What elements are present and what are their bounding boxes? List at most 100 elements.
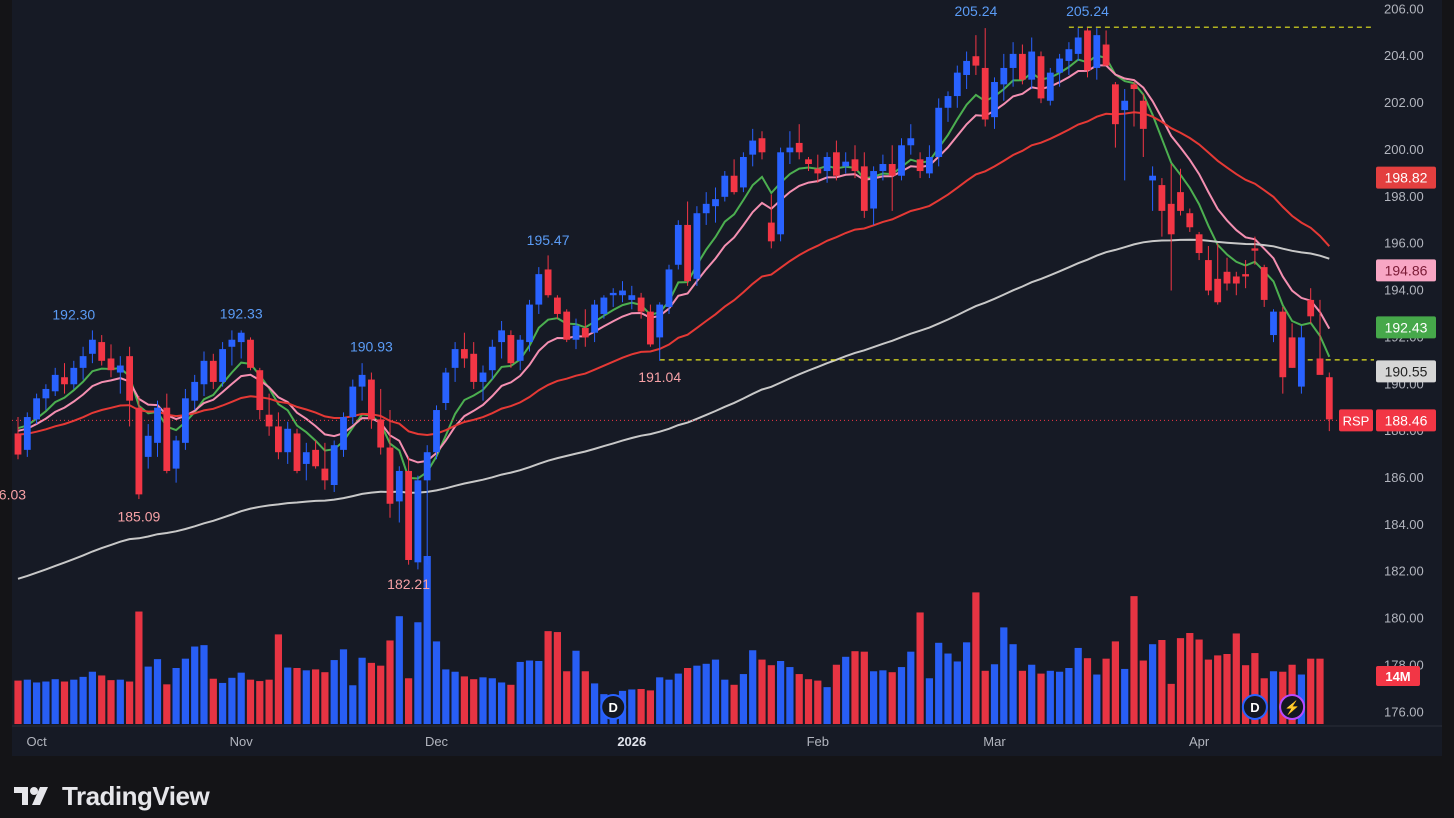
volume-bar bbox=[963, 642, 971, 724]
dividend-marker[interactable]: D bbox=[600, 694, 627, 720]
candle-body bbox=[284, 428, 292, 453]
candle bbox=[1232, 271, 1240, 296]
candle-body bbox=[79, 356, 87, 368]
volume-bar bbox=[116, 679, 124, 724]
candle bbox=[312, 440, 319, 469]
volume-bar bbox=[1102, 658, 1110, 724]
moving-average-lines bbox=[17, 54, 1331, 580]
volume-bar bbox=[1279, 671, 1287, 724]
candle bbox=[1000, 53, 1008, 101]
candle-body bbox=[51, 374, 59, 392]
candle-body bbox=[795, 142, 803, 153]
candle-body bbox=[591, 304, 598, 333]
candle-body bbox=[461, 349, 468, 359]
volume-bar bbox=[51, 679, 59, 724]
time-tick-label: Feb bbox=[807, 734, 829, 749]
candle-body bbox=[433, 410, 440, 453]
candle bbox=[1065, 42, 1073, 75]
candle bbox=[647, 304, 654, 347]
volume-bar bbox=[135, 611, 143, 724]
volume-bar bbox=[88, 671, 96, 724]
volume-bar bbox=[507, 684, 515, 724]
volume-bar bbox=[1065, 668, 1073, 724]
volume-bar bbox=[842, 656, 850, 724]
volume-bar bbox=[684, 668, 692, 724]
candle-body bbox=[749, 140, 757, 155]
moving-average-50-badge: 198.82 bbox=[1376, 166, 1436, 189]
volume-bar bbox=[14, 680, 22, 724]
volume-bar bbox=[1093, 674, 1101, 724]
volume-bar bbox=[1316, 658, 1324, 724]
time-axis-ticks: Oct Nov Dec 2026 Feb Mar Apr bbox=[26, 734, 1209, 749]
candle-body bbox=[656, 304, 664, 338]
candle-body bbox=[1065, 49, 1073, 61]
candle bbox=[1214, 243, 1222, 305]
event-marker[interactable]: ⚡ bbox=[1279, 694, 1306, 720]
volume-bar bbox=[377, 665, 385, 724]
volume-bar bbox=[265, 679, 273, 724]
candle bbox=[1307, 288, 1315, 324]
candle-body bbox=[637, 297, 645, 312]
candle bbox=[182, 388, 189, 450]
candle bbox=[507, 330, 515, 368]
candle-body bbox=[758, 138, 766, 153]
candle bbox=[488, 339, 496, 380]
volume-bar bbox=[907, 651, 915, 724]
candle bbox=[972, 35, 980, 75]
volume-bar bbox=[181, 658, 189, 724]
candle-body bbox=[358, 374, 366, 387]
candle-body bbox=[507, 335, 515, 364]
candle bbox=[963, 51, 970, 90]
candle-body bbox=[805, 159, 812, 165]
low-annotation: 185.09 bbox=[117, 508, 160, 524]
volume-bar bbox=[126, 681, 134, 724]
high-annotation: 205.24 bbox=[954, 3, 997, 19]
candle-body bbox=[451, 349, 459, 368]
tradingview-logo-icon bbox=[14, 787, 48, 805]
candle bbox=[228, 330, 236, 366]
candle-body bbox=[1214, 278, 1222, 303]
candle-body bbox=[1232, 276, 1240, 284]
candle-body bbox=[944, 96, 952, 108]
candle bbox=[1037, 51, 1045, 104]
candle-body bbox=[265, 414, 273, 427]
candle bbox=[758, 131, 766, 160]
candle bbox=[200, 351, 208, 396]
volume-bar bbox=[423, 556, 431, 724]
candle-body bbox=[609, 292, 617, 296]
volume-bar bbox=[1167, 683, 1175, 724]
volume-bar bbox=[246, 679, 255, 724]
candle-body bbox=[200, 360, 208, 385]
volume-bar bbox=[209, 678, 217, 724]
candle bbox=[1260, 264, 1268, 307]
dividend-marker[interactable]: D bbox=[1241, 694, 1268, 720]
candle bbox=[953, 65, 961, 108]
candle bbox=[981, 28, 989, 127]
volume-bar bbox=[488, 678, 496, 724]
candle bbox=[1139, 93, 1147, 157]
volume-bar bbox=[1009, 644, 1017, 724]
candle bbox=[1019, 44, 1026, 85]
candle bbox=[1084, 28, 1091, 78]
candle-body bbox=[172, 440, 180, 469]
volume-bar bbox=[516, 661, 524, 724]
time-tick-label: Apr bbox=[1189, 734, 1210, 749]
candle-body bbox=[488, 346, 496, 371]
candle bbox=[1009, 42, 1017, 87]
volume-bar bbox=[274, 634, 282, 724]
volume-bar bbox=[1307, 658, 1315, 724]
volume-bar bbox=[674, 673, 682, 724]
candle-body bbox=[1084, 30, 1091, 71]
volume-bar bbox=[42, 681, 50, 724]
volume-bar bbox=[730, 684, 738, 724]
candle-body bbox=[479, 372, 487, 382]
candle-body bbox=[702, 203, 710, 214]
candle bbox=[1186, 208, 1194, 232]
candle-body bbox=[163, 407, 171, 471]
volume-bar bbox=[237, 672, 245, 724]
volume-bar bbox=[795, 674, 803, 724]
time-tick-label: Dec bbox=[425, 734, 449, 749]
candle-body bbox=[1195, 234, 1203, 254]
volume-bar bbox=[1139, 660, 1147, 724]
